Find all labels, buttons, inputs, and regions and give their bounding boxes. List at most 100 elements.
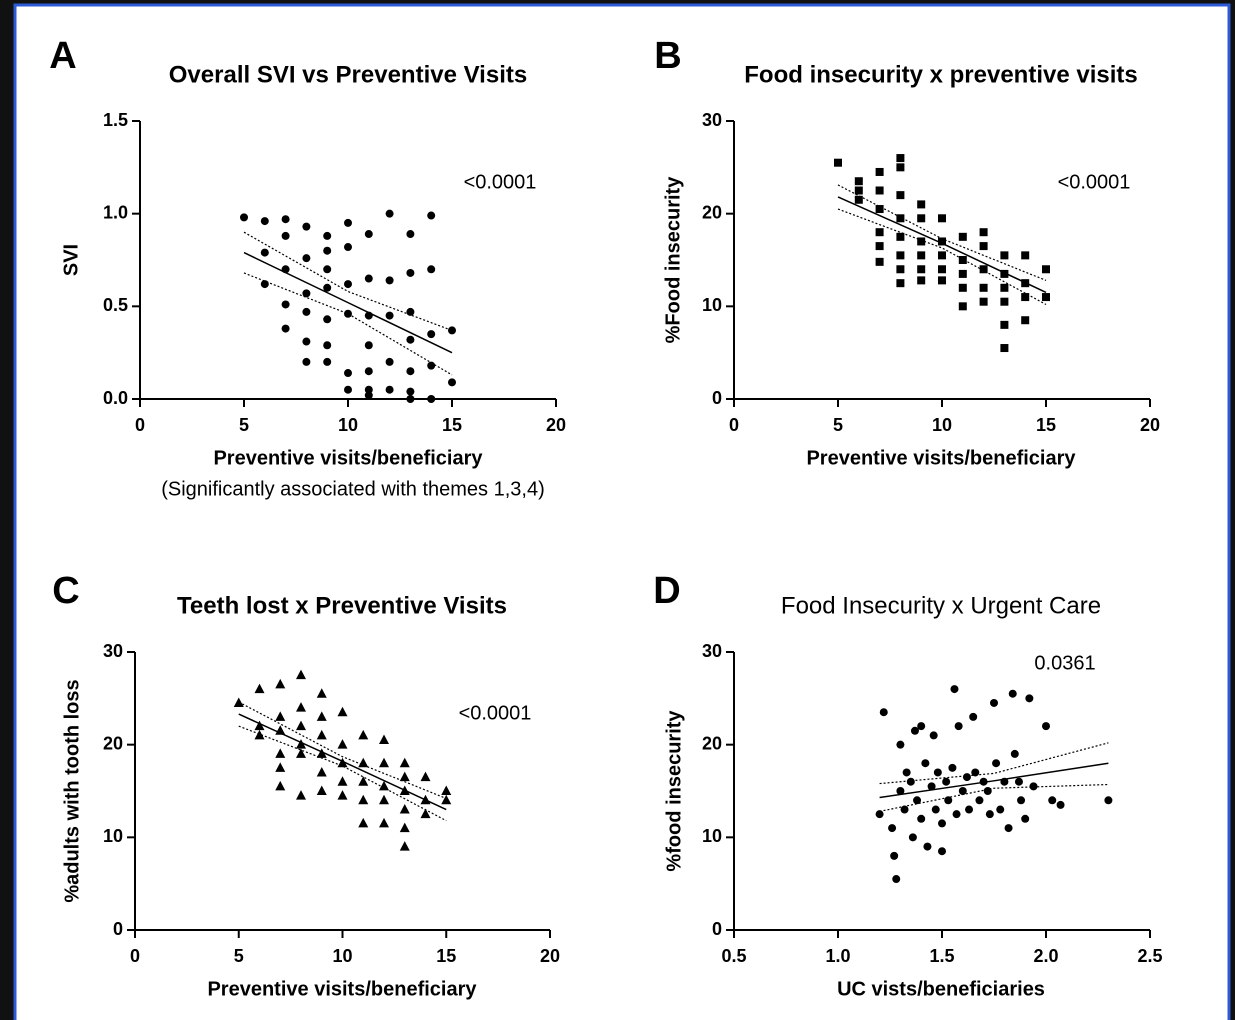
chart-title: Food insecurity x preventive visits <box>744 61 1137 88</box>
point <box>302 289 311 298</box>
y-tick-label: 20 <box>103 733 123 753</box>
x-tick-label: 1.0 <box>825 946 850 966</box>
point <box>958 283 967 292</box>
x-tick-label: 0 <box>135 415 145 435</box>
point <box>913 796 922 805</box>
point <box>399 785 410 795</box>
point <box>931 805 940 814</box>
point <box>1010 749 1019 758</box>
point <box>406 395 415 403</box>
point <box>233 697 244 707</box>
point <box>302 337 311 346</box>
point <box>990 698 998 707</box>
point <box>275 678 286 689</box>
x-tick-label: 5 <box>234 946 244 966</box>
point <box>875 242 884 251</box>
point <box>944 796 953 805</box>
point <box>958 787 967 795</box>
x-tick-label: 1.5 <box>929 946 954 966</box>
point <box>364 341 373 350</box>
point <box>902 768 911 777</box>
point <box>834 158 842 167</box>
point <box>933 768 942 777</box>
point <box>923 842 932 851</box>
point <box>399 757 410 768</box>
point <box>929 731 938 740</box>
y-axis-label: %food insecurity <box>663 710 685 872</box>
point <box>275 725 286 735</box>
point <box>896 214 905 223</box>
point <box>854 186 863 195</box>
point <box>896 787 905 795</box>
point <box>385 357 394 366</box>
point <box>406 230 415 239</box>
point <box>979 242 988 251</box>
point <box>337 790 348 800</box>
point <box>948 763 957 772</box>
x-tick-label: 0.5 <box>721 946 746 966</box>
point <box>323 341 332 350</box>
x-tick-label: 0 <box>130 946 140 966</box>
panel-letter: A <box>49 35 76 77</box>
x-axis-label: Preventive visits/beneficiary <box>207 978 477 1000</box>
point <box>979 297 988 306</box>
point <box>917 214 926 223</box>
point <box>316 711 327 721</box>
point <box>983 787 992 795</box>
point <box>979 283 988 292</box>
point <box>385 209 394 218</box>
point <box>975 796 984 805</box>
p-value: <0.0001 <box>459 702 532 724</box>
x-tick-label: 0 <box>729 415 739 435</box>
point <box>427 395 436 403</box>
point <box>323 283 332 292</box>
point <box>875 228 884 237</box>
point <box>364 230 373 239</box>
point <box>399 771 410 782</box>
point <box>427 265 436 274</box>
y-tick-label: 20 <box>702 733 722 753</box>
point <box>323 315 332 324</box>
point <box>364 311 373 320</box>
y-tick-label: 20 <box>702 202 722 222</box>
point <box>385 385 394 394</box>
point <box>927 782 936 791</box>
panel-letter: C <box>52 570 79 612</box>
point <box>875 205 884 214</box>
point <box>337 776 348 786</box>
point <box>379 817 389 828</box>
point <box>1048 796 1057 805</box>
point <box>875 257 884 266</box>
point <box>875 810 884 819</box>
point <box>938 819 946 828</box>
chart-title: Teeth lost x Preventive Visits <box>177 592 507 619</box>
point <box>302 307 311 316</box>
point <box>358 729 369 740</box>
point <box>917 276 926 285</box>
y-tick-label: 30 <box>702 641 722 661</box>
point <box>240 213 248 222</box>
x-tick-label: 20 <box>546 415 566 435</box>
point <box>854 195 863 204</box>
point <box>1000 297 1009 306</box>
y-axis-label: SVI <box>60 244 82 276</box>
point <box>344 280 352 289</box>
point <box>958 302 967 311</box>
point <box>1056 800 1065 809</box>
regression-line <box>243 251 453 354</box>
point <box>979 228 988 237</box>
point <box>1042 293 1050 302</box>
point <box>1021 316 1030 325</box>
panel-letter: B <box>654 35 681 77</box>
point <box>406 268 415 277</box>
point <box>399 804 410 814</box>
point <box>896 154 905 163</box>
x-tick-label: 10 <box>932 415 952 435</box>
point <box>917 200 926 209</box>
point <box>281 231 290 240</box>
point <box>296 739 306 749</box>
x-tick-label: 20 <box>540 946 560 966</box>
point <box>938 276 946 285</box>
p-value: <0.0001 <box>464 171 537 193</box>
